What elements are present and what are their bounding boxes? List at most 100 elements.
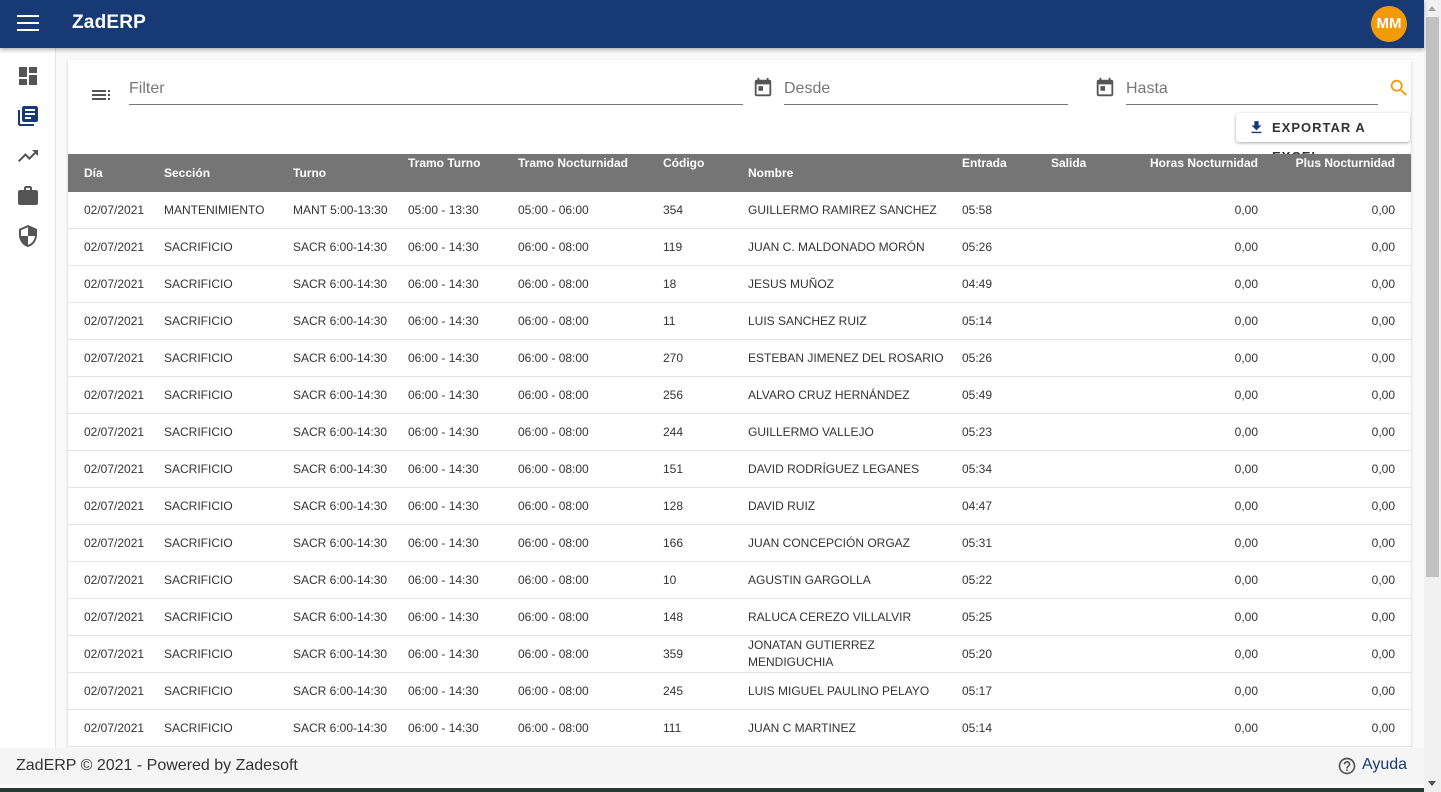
table-row[interactable]: 02/07/2021 SACRIFICIO SACR 6:00-14:30 06:00…: [68, 598, 1411, 636]
footer-copyright: ZadERP © 2021 - Powered by Zadesoft: [16, 757, 298, 774]
cell-horas-nocturnidad: 0,00: [1131, 487, 1258, 525]
cell-tramo-turno: 06:00 - 14:30: [408, 524, 518, 562]
avatar[interactable]: MM: [1371, 6, 1407, 42]
cell-seccion: SACRIFICIO: [164, 376, 293, 414]
cell-tramo-nocturnidad: 05:00 - 06:00: [518, 192, 663, 229]
cell-salida: [1051, 487, 1131, 525]
cell-turno: SACR 6:00-14:30: [293, 524, 408, 562]
export-excel-button[interactable]: EXPORTAR A EXCEL: [1236, 113, 1410, 164]
filter-field: [129, 76, 743, 105]
cell-turno: SACR 6:00-14:30: [293, 413, 408, 451]
cell-tramo-nocturnidad: 06:00 - 08:00: [518, 376, 663, 414]
table-row[interactable]: 02/07/2021 SACRIFICIO SACR 6:00-14:30 06:00…: [68, 672, 1411, 710]
cell-tramo-turno: 06:00 - 14:30: [408, 376, 518, 414]
cell-dia: 02/07/2021: [68, 450, 164, 488]
table-row[interactable]: 02/07/2021 SACRIFICIO SACR 6:00-14:30 06:00…: [68, 302, 1411, 340]
cell-dia: 02/07/2021: [68, 635, 164, 673]
cell-entrada: 05:22: [962, 561, 1051, 599]
cell-codigo: 354: [663, 192, 748, 229]
cell-salida: [1051, 413, 1131, 451]
table-row[interactable]: 02/07/2021 MANTENIMIENTO MANT 5:00-13:30 05…: [68, 192, 1411, 229]
cell-nombre: ALVARO CRUZ HERNÁNDEZ: [748, 376, 962, 414]
vertical-scrollbar[interactable]: [1424, 0, 1441, 792]
table-row[interactable]: 02/07/2021 SACRIFICIO SACR 6:00-14:30 06:00…: [68, 339, 1411, 377]
column-header-horas-nocturnidad[interactable]: Horas Nocturnidad: [1131, 154, 1258, 192]
table-row[interactable]: 02/07/2021 SACRIFICIO SACR 6:00-14:30 06:00…: [68, 709, 1411, 747]
scroll-up-arrow-icon[interactable]: [1428, 6, 1436, 11]
cell-nombre: JESUS MUÑOZ: [748, 265, 962, 303]
column-header-dia[interactable]: Día: [68, 154, 164, 192]
cell-turno: SACR 6:00-14:30: [293, 450, 408, 488]
security-shield-icon[interactable]: [14, 222, 42, 250]
cell-plus-nocturnidad: 0,00: [1258, 487, 1411, 525]
briefcase-icon[interactable]: [14, 182, 42, 210]
cell-horas-nocturnidad: 0,00: [1131, 561, 1258, 599]
table-row[interactable]: 02/07/2021 SACRIFICIO SACR 6:00-14:30 06:00…: [68, 228, 1411, 266]
table-body: 02/07/2021 MANTENIMIENTO MANT 5:00-13:30 05…: [68, 192, 1411, 747]
table-row[interactable]: 02/07/2021 SACRIFICIO SACR 6:00-14:30 06:00…: [68, 376, 1411, 414]
cell-nombre: ESTEBAN JIMENEZ DEL ROSARIO: [748, 339, 962, 377]
scroll-down-arrow-icon[interactable]: [1428, 781, 1436, 786]
scrollbar-thumb[interactable]: [1426, 17, 1439, 577]
table-row[interactable]: 02/07/2021 SACRIFICIO SACR 6:00-14:30 06:00…: [68, 487, 1411, 525]
calendar-icon[interactable]: [1094, 77, 1116, 99]
column-header-nombre[interactable]: Nombre: [748, 154, 962, 192]
cell-tramo-nocturnidad: 06:00 - 08:00: [518, 302, 663, 340]
cell-entrada: 05:34: [962, 450, 1051, 488]
cell-tramo-turno: 06:00 - 14:30: [408, 228, 518, 266]
help-label: Ayuda: [1362, 756, 1408, 773]
menu-icon[interactable]: [17, 15, 39, 33]
library-books-icon[interactable]: [14, 102, 42, 130]
cell-entrada: 05:14: [962, 302, 1051, 340]
cell-entrada: 05:26: [962, 339, 1051, 377]
cell-tramo-nocturnidad: 06:00 - 08:00: [518, 524, 663, 562]
cell-horas-nocturnidad: 0,00: [1131, 192, 1258, 229]
side-navigation: [0, 48, 56, 748]
column-header-salida[interactable]: Salida: [1051, 154, 1131, 192]
table-row[interactable]: 02/07/2021 SACRIFICIO SACR 6:00-14:30 06:00…: [68, 265, 1411, 303]
cell-seccion: SACRIFICIO: [164, 598, 293, 636]
hasta-input[interactable]: [1126, 76, 1378, 102]
search-icon[interactable]: [1388, 77, 1410, 99]
desde-input[interactable]: [784, 76, 1068, 102]
column-header-turno[interactable]: Turno: [293, 154, 408, 192]
table-row[interactable]: 02/07/2021 SACRIFICIO SACR 6:00-14:30 06:00…: [68, 413, 1411, 451]
cell-tramo-turno: 06:00 - 14:30: [408, 265, 518, 303]
cell-plus-nocturnidad: 0,00: [1258, 302, 1411, 340]
column-header-seccion[interactable]: Sección: [164, 154, 293, 192]
table-row[interactable]: 02/07/2021 SACRIFICIO SACR 6:00-14:30 06:00…: [68, 635, 1411, 673]
column-header-codigo[interactable]: Código: [663, 154, 748, 192]
cell-salida: [1051, 376, 1131, 414]
cell-dia: 02/07/2021: [68, 598, 164, 636]
cell-tramo-turno: 06:00 - 14:30: [408, 302, 518, 340]
table-row[interactable]: 02/07/2021 SACRIFICIO SACR 6:00-14:30 06:00…: [68, 524, 1411, 562]
table-row[interactable]: 02/07/2021 SACRIFICIO SACR 6:00-14:30 06:00…: [68, 450, 1411, 488]
cell-nombre: DAVID RODRÍGUEZ LEGANES: [748, 450, 962, 488]
cell-dia: 02/07/2021: [68, 302, 164, 340]
trending-up-icon[interactable]: [14, 142, 42, 170]
column-header-plus-nocturnidad[interactable]: Plus Nocturnidad: [1258, 154, 1411, 192]
cell-entrada: 05:49: [962, 376, 1051, 414]
cell-salida: [1051, 265, 1131, 303]
cell-codigo: 11: [663, 302, 748, 340]
cell-horas-nocturnidad: 0,00: [1131, 228, 1258, 266]
cell-salida: [1051, 561, 1131, 599]
calendar-icon[interactable]: [752, 77, 774, 99]
column-header-tramo-turno[interactable]: Tramo Turno: [408, 154, 518, 192]
table-row[interactable]: 02/07/2021 SACRIFICIO SACR 6:00-14:30 06:00…: [68, 561, 1411, 599]
app-title: ZadERP: [72, 12, 147, 33]
cell-seccion: SACRIFICIO: [164, 709, 293, 747]
dashboard-icon[interactable]: [14, 62, 42, 90]
column-header-tramo-nocturnidad[interactable]: Tramo Nocturnidad: [518, 154, 663, 192]
cell-salida: [1051, 192, 1131, 229]
cell-horas-nocturnidad: 0,00: [1131, 339, 1258, 377]
cell-entrada: 05:17: [962, 672, 1051, 710]
download-icon: [1251, 121, 1262, 134]
cell-seccion: SACRIFICIO: [164, 487, 293, 525]
column-header-entrada[interactable]: Entrada: [962, 154, 1051, 192]
filter-input[interactable]: [129, 76, 743, 102]
cell-turno: SACR 6:00-14:30: [293, 228, 408, 266]
cell-seccion: SACRIFICIO: [164, 228, 293, 266]
cell-horas-nocturnidad: 0,00: [1131, 598, 1258, 636]
cell-dia: 02/07/2021: [68, 339, 164, 377]
